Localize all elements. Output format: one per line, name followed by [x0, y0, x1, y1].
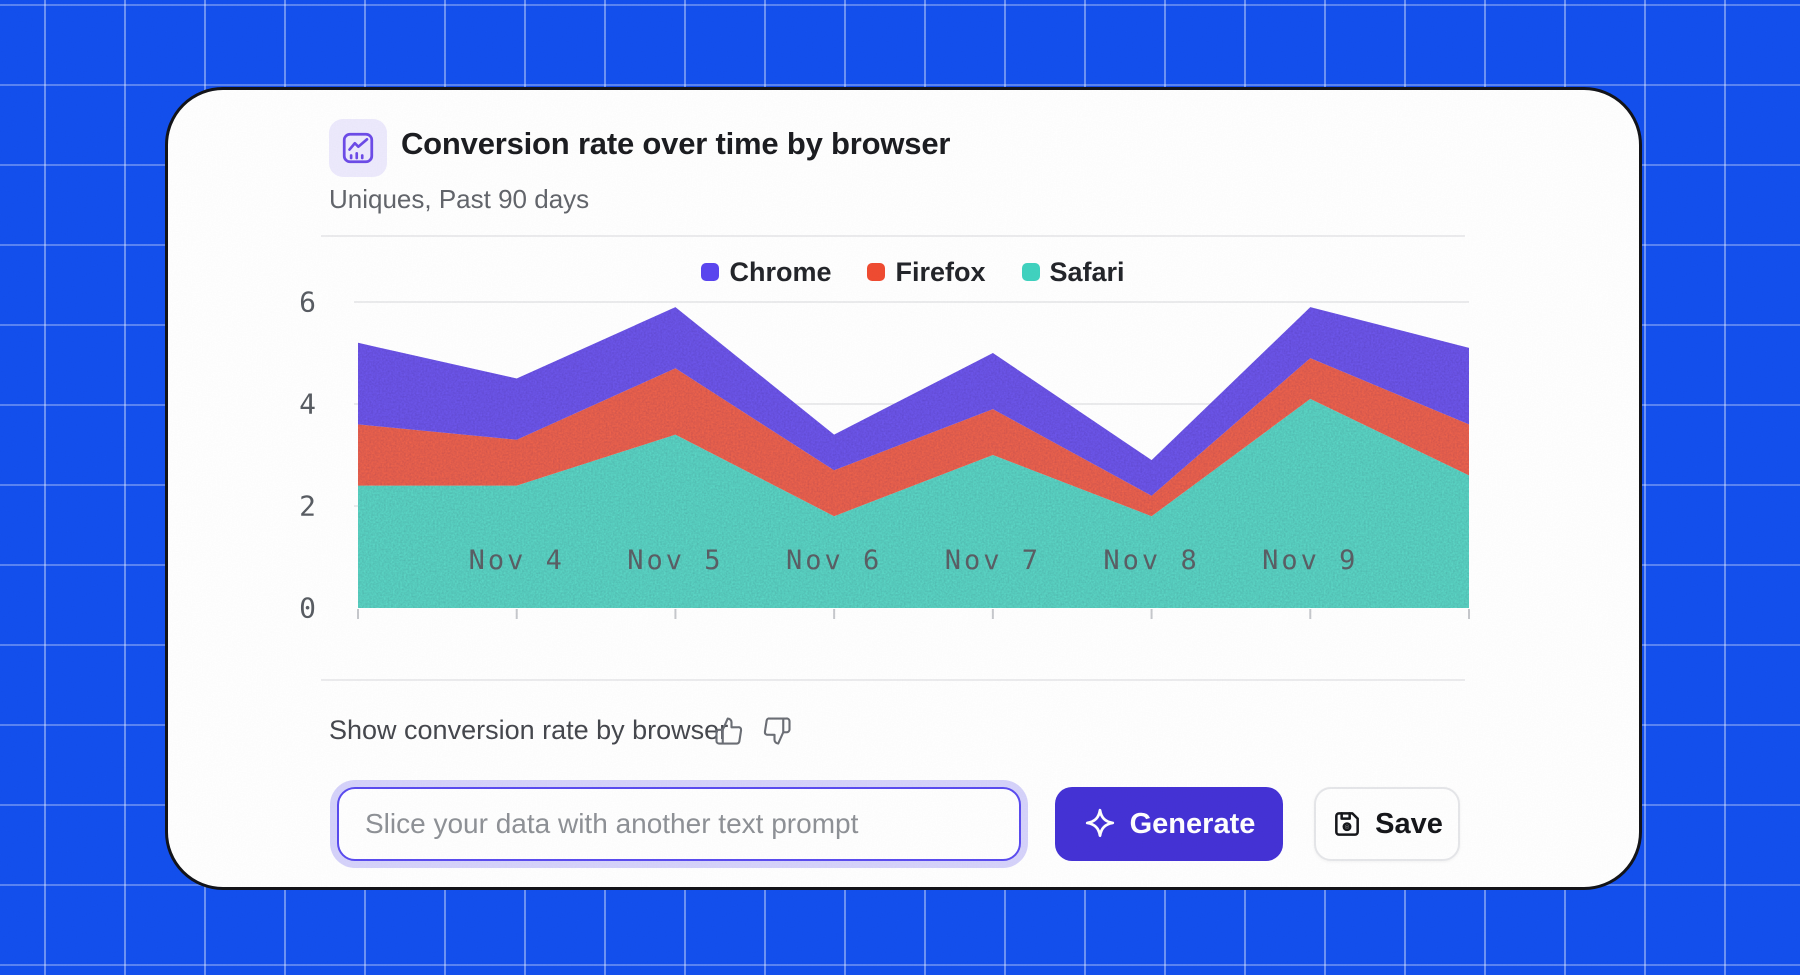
generate-button[interactable]: Generate	[1055, 787, 1283, 861]
save-button[interactable]: Save	[1314, 787, 1460, 861]
thumbs-down-button[interactable]	[762, 716, 792, 746]
y-axis-label-4: 4	[299, 388, 316, 421]
x-axis-label-nov-6: Nov 6	[786, 545, 882, 576]
x-axis-label-nov-9: Nov 9	[1262, 545, 1358, 576]
sparkle-icon	[1085, 808, 1114, 838]
save-icon	[1335, 812, 1360, 836]
divider-top	[321, 235, 1465, 237]
thumbs-down-icon	[763, 717, 791, 745]
legend-swatch-chrome	[701, 263, 720, 281]
save-button-label: Save	[1375, 807, 1443, 840]
x-axis-label-nov-4: Nov 4	[469, 545, 565, 576]
generate-button-label: Generate	[1129, 807, 1256, 840]
y-axis-label-0: 0	[299, 592, 316, 625]
feedback-label: Show conversion rate by browser	[329, 715, 729, 745]
thumbs-up-icon	[715, 717, 743, 745]
x-axis-label-nov-8: Nov 8	[1103, 545, 1199, 576]
conversion-area-chart: 0 2 4 6 Nov 4 Nov 5 Nov 6 Nov 7 Nov 8 Nov 9	[299, 286, 1470, 625]
title-icon-badge	[329, 119, 387, 177]
y-axis-label-2: 2	[299, 490, 316, 523]
line-chart-icon	[342, 132, 374, 164]
chart-area: 0 2 4 6 Nov 4 Nov 5 Nov 6 Nov 7 Nov 8 Nov 9	[288, 280, 1478, 650]
chart-card: Conversion rate over time by browser Uni…	[165, 87, 1642, 890]
legend-swatch-safari	[1021, 263, 1040, 281]
divider-bottom	[321, 679, 1465, 681]
prompt-input[interactable]	[337, 787, 1021, 861]
x-axis-label-nov-5: Nov 5	[627, 545, 723, 576]
feedback-buttons	[714, 716, 792, 746]
thumbs-up-button[interactable]	[714, 716, 744, 746]
card-title: Conversion rate over time by browser	[401, 126, 951, 161]
x-axis-label-nov-7: Nov 7	[945, 545, 1041, 576]
y-axis-label-6: 6	[299, 286, 316, 319]
card-subtitle: Uniques, Past 90 days	[329, 184, 590, 214]
legend-swatch-firefox	[867, 263, 886, 281]
